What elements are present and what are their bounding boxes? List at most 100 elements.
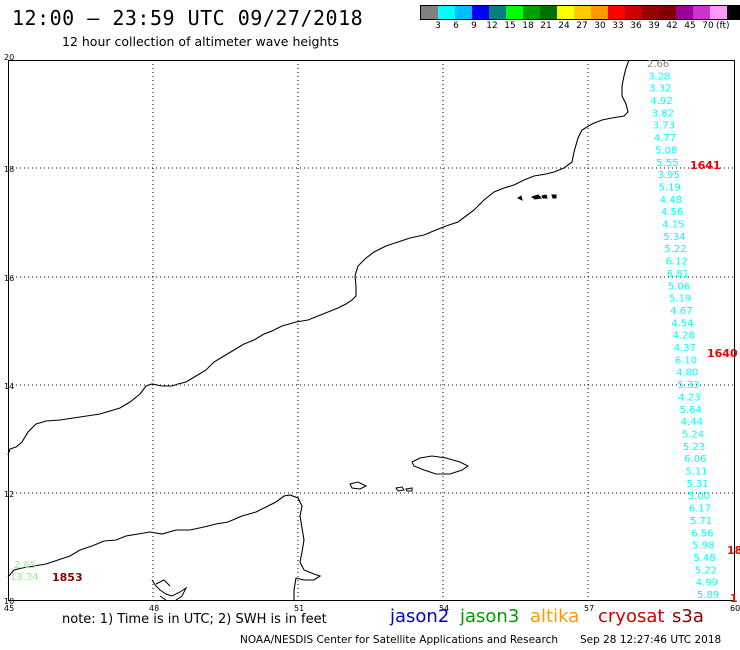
longitude-label: 51: [294, 604, 304, 613]
generated-timestamp: Sep 28 12:27:46 UTC 2018: [580, 634, 722, 646]
latitude-label: 16: [4, 274, 14, 283]
color-swatch: [693, 6, 710, 19]
color-scale-label: 33: [612, 21, 624, 31]
kuria-muria-islands: [517, 194, 557, 201]
wave-height-value: 4.28: [673, 331, 695, 342]
color-scale-label: 70: [702, 21, 714, 31]
color-swatch: [506, 6, 523, 19]
wave-height-value: 5.33: [677, 380, 699, 391]
wave-height-value: 4.67: [670, 306, 692, 317]
satellite-jason2: jason2: [390, 606, 450, 627]
pass-time-label: 18: [727, 544, 740, 557]
color-scale-label: 36: [630, 21, 642, 31]
latitude-label: 20: [4, 53, 14, 62]
wave-height-value: 4.37: [674, 343, 696, 354]
wave-height-value: 13.34: [10, 572, 39, 583]
color-swatch: [455, 6, 472, 19]
credit-line: NOAA/NESDIS Center for Satellite Applica…: [240, 634, 558, 646]
wave-height-value: 4.54: [671, 318, 693, 329]
latitude-label: 18: [4, 165, 14, 174]
color-scale-label: 12: [486, 21, 498, 31]
wave-height-value: 5.48: [694, 553, 716, 564]
color-swatch: [710, 6, 727, 19]
color-swatch: [489, 6, 506, 19]
wave-height-value: 5.22: [695, 565, 717, 576]
wave-height-value: 3.95: [658, 170, 680, 181]
color-scale-label: 27: [576, 21, 588, 31]
color-scale-label: 3: [435, 21, 441, 31]
wave-height-value: 5.31: [687, 479, 709, 490]
lat-lon-grid: [8, 60, 734, 600]
longitude-label: 60: [730, 604, 740, 613]
color-scale-label: 21: [540, 21, 552, 31]
wave-height-value: 5.55: [656, 158, 678, 169]
color-scale-label: 6: [453, 21, 459, 31]
color-swatch: [676, 6, 693, 19]
wave-height-value: 5.19: [659, 183, 681, 194]
longitude-label: 45: [4, 604, 14, 613]
map-frame: [8, 60, 735, 601]
color-swatch: [438, 6, 455, 19]
wave-height-value: 5.24: [682, 430, 704, 441]
pass-time-label: 1641: [690, 159, 721, 172]
color-swatch: [608, 6, 625, 19]
color-swatch: [659, 6, 676, 19]
wave-height-value: 4.99: [696, 578, 718, 589]
wave-height-value: 4.77: [654, 133, 676, 144]
wave-height-value: 4.56: [661, 207, 683, 218]
small-island: [349, 481, 368, 490]
wave-height-value: 6.06: [684, 454, 706, 465]
map-subtitle: 12 hour collection of altimeter wave hei…: [62, 34, 339, 49]
longitude-label: 48: [149, 604, 159, 613]
satellite-cryosat: cryosat: [598, 606, 665, 627]
wave-height-value: 4.92: [651, 96, 673, 107]
color-scale-label: 42: [666, 21, 678, 31]
color-scale-label: 45: [684, 21, 696, 31]
color-swatch: [574, 6, 591, 19]
wave-height-value: 4.80: [676, 368, 698, 379]
wave-height-value: 6.12: [666, 257, 688, 268]
coastal-detail: [151, 579, 188, 601]
longitude-label: 54: [439, 604, 449, 613]
small-island: [395, 486, 405, 492]
wave-height-value: 5.22: [664, 244, 686, 255]
map-title: 12:00 – 23:59 UTC 09/27/2018: [12, 6, 364, 30]
color-scale-legend: 3 6 9 12 15 18 21 24 27 30 33 36 39 42 45 70 (ft): [420, 5, 740, 35]
color-scale-labels: 3 6 9 12 15 18 21 24 27 30 33 36 39 42 45 70 (ft): [420, 21, 740, 35]
latitude-label: 12: [4, 490, 14, 499]
wave-height-value: 6.56: [691, 528, 713, 539]
color-swatch: [642, 6, 659, 19]
color-scale-swatches: [420, 5, 740, 20]
color-swatch: [472, 6, 489, 19]
small-island: [405, 487, 413, 492]
satellite-jason3: jason3: [460, 606, 520, 627]
wave-height-value: 2.65: [14, 560, 36, 571]
color-swatch: [421, 6, 438, 19]
color-scale-label: 15: [504, 21, 516, 31]
pass-time-label: 1: [730, 592, 738, 605]
arabian-peninsula-coastline: [7, 59, 630, 456]
color-swatch: [727, 6, 740, 19]
wave-height-value: 6.81: [667, 269, 689, 280]
wave-height-value: 5.71: [690, 516, 712, 527]
socotra-island: [411, 455, 469, 475]
wave-height-value: 6.10: [675, 355, 697, 366]
wave-height-value: 5.11: [685, 467, 707, 478]
color-scale-label: 18: [522, 21, 534, 31]
wave-height-value: 3.28: [648, 71, 670, 82]
wave-height-value: 5.08: [655, 145, 677, 156]
longitude-label: 57: [584, 604, 594, 613]
footer-note: note: 1) Time is in UTC; 2) SWH is in fe…: [62, 612, 327, 627]
wave-height-value: 5.89: [697, 590, 719, 601]
wave-height-value: 3.32: [649, 84, 671, 95]
latitude-label: 10: [4, 597, 14, 606]
color-scale-label: 9: [471, 21, 477, 31]
satellite-s3a: s3a: [672, 606, 704, 627]
wave-height-value: 3.73: [653, 121, 675, 132]
color-swatch: [591, 6, 608, 19]
color-swatch: [523, 6, 540, 19]
color-scale-label: 39: [648, 21, 660, 31]
color-scale-label: 30: [594, 21, 606, 31]
color-scale-unit: (ft): [716, 21, 730, 31]
